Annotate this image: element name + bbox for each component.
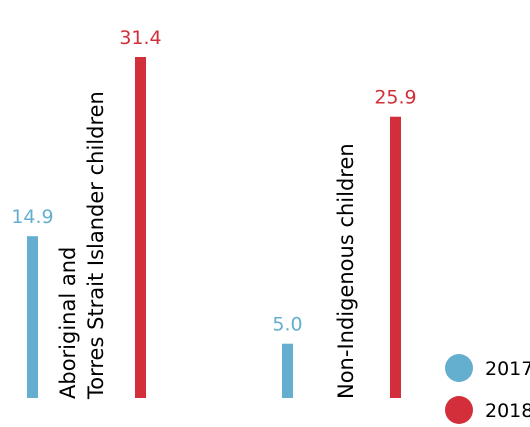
data-label-2018-1: 31.4 <box>119 27 161 49</box>
category-label-1-line-1: Aboriginal and <box>56 247 80 399</box>
category-labels: Aboriginal and Torres Strait Islander chi… <box>56 91 358 400</box>
legend-label-2017: 2017 <box>485 358 530 380</box>
bar-2018-2 <box>390 116 401 398</box>
data-label-2017-2: 5.0 <box>272 314 302 336</box>
data-label-2017-1: 14.9 <box>11 206 53 228</box>
data-label-2018-2: 25.9 <box>374 87 416 109</box>
bar-2017-2 <box>282 343 293 398</box>
legend-swatch-2017 <box>445 354 473 382</box>
category-label-2-line-1: Non-Indigenous children <box>334 143 358 399</box>
bar-2018-1 <box>135 57 146 398</box>
legend-label-2018: 2018 <box>485 400 530 422</box>
category-label-1-line-2: Torres Strait Islander children <box>84 91 108 400</box>
bar-2017-1 <box>27 236 38 398</box>
chart-marks: 14.9 5.0 31.4 25.9 <box>11 27 417 398</box>
legend: 2017 2018 <box>445 354 530 424</box>
legend-swatch-2018 <box>445 396 473 424</box>
